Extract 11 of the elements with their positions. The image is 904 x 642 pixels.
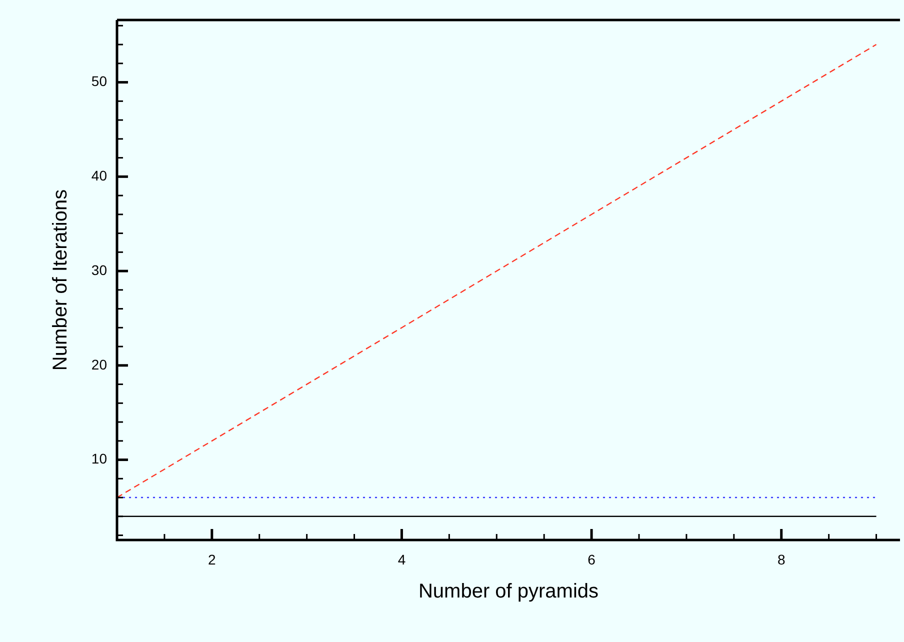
x-tick-label: 8: [777, 551, 786, 568]
x-axis-title: Number of pyramids: [418, 580, 599, 603]
x-tick-label: 4: [398, 551, 406, 568]
x-tick-label: 6: [588, 551, 596, 568]
y-tick-label: 50: [91, 73, 108, 90]
y-tick-label: 30: [91, 262, 108, 278]
y-axis-title: Number of Iterations: [50, 189, 72, 371]
x-tick-label: 2: [208, 551, 216, 568]
y-tick-label: 10: [91, 450, 108, 467]
y-tick-label: 40: [91, 168, 108, 184]
y-tick-label: 20: [91, 356, 108, 372]
